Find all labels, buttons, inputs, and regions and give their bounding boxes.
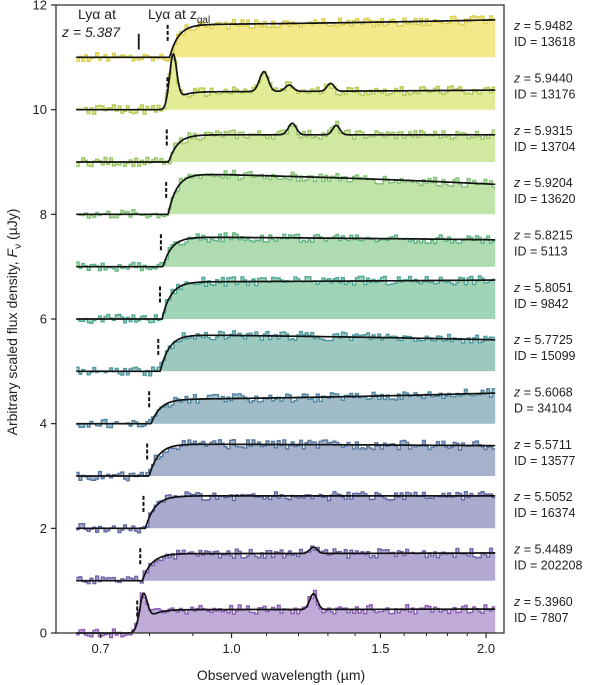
spectrum-model-5 — [76, 236, 496, 268]
y-tick-label: 6 — [40, 312, 47, 327]
spectrum-model-3 — [76, 122, 496, 163]
spectrum-12 — [76, 589, 496, 639]
spectrum-1 — [76, 15, 496, 63]
series-label-10: z = 5.5052 ID = 16374 — [513, 490, 576, 520]
series-label-1: z = 5.9482 ID = 13618 — [513, 19, 576, 49]
spectrum-model-2 — [76, 52, 496, 111]
x-tick-label: 0.7 — [92, 641, 110, 656]
y-tick-label: 4 — [40, 416, 47, 431]
series-z-label: z = 5.7725 — [513, 333, 573, 347]
series-id-label: ID = 16374 — [514, 506, 576, 520]
spectrum-fill-1 — [76, 15, 496, 62]
series-label-11: z = 5.4489 ID = 202208 — [513, 542, 583, 572]
x-tick-label: 2.0 — [477, 641, 495, 656]
spectrum-fill-7 — [76, 330, 496, 376]
series-id-label: ID = 202208 — [514, 558, 583, 572]
y-axis-title-symbol: F — [4, 247, 20, 257]
lya-zgal-text: Lyα at z — [148, 6, 197, 22]
y-axis-title-main: Arbitrary scaled flux density, — [4, 257, 20, 435]
spectrum-model-9 — [76, 443, 496, 477]
series-z-label: z = 5.5711 — [513, 438, 572, 452]
series-label-4: z = 5.9204 ID = 13620 — [513, 176, 576, 206]
series-z-label: z = 5.9204 — [513, 176, 573, 190]
series-z-label: z = 5.3960 — [513, 595, 573, 609]
spectrum-5 — [76, 232, 496, 272]
y-tick-label: 12 — [33, 0, 47, 13]
series-id-label: ID = 13704 — [514, 140, 576, 154]
series-z-label: z = 5.5052 — [513, 490, 573, 504]
spectrum-4 — [76, 169, 496, 219]
x-axis-title: Observed wavelength (µm) — [197, 667, 365, 683]
spectrum-fill-8 — [76, 388, 496, 428]
spectrum-6 — [76, 275, 496, 324]
lya-fixed-annotation: Lyα at z = 5.387 — [61, 6, 121, 40]
series-label-2: z = 5.9440 ID = 13176 — [513, 71, 576, 101]
series-id-label: ID = 13577 — [514, 454, 576, 468]
spectrum-data-4 — [76, 169, 496, 219]
spectrum-model-10 — [76, 495, 496, 530]
series-label-9: z = 5.5711 ID = 13577 — [513, 438, 576, 468]
series-label-7: z = 5.7725 ID = 15099 — [513, 333, 576, 363]
series-id-label: D = 34104 — [514, 401, 572, 415]
spectrum-fill-10 — [76, 491, 496, 533]
series-label-3: z = 5.9315 ID = 13704 — [513, 124, 576, 154]
series-id-label: ID = 7807 — [514, 611, 569, 625]
series-z-label: z = 5.9315 — [513, 124, 573, 138]
series-id-label: ID = 9842 — [514, 297, 569, 311]
lya-zgal-subscript: gal — [197, 15, 210, 26]
spectrum-fill-12 — [76, 590, 496, 638]
series-z-label: z = 5.8215 — [513, 228, 573, 242]
spectrum-10 — [76, 491, 496, 534]
series-label-5: z = 5.8215 ID = 5113 — [513, 228, 573, 258]
series-id-label: ID = 13620 — [514, 192, 576, 206]
series-z-label: z = 5.8051 — [513, 281, 573, 295]
series-id-label: ID = 15099 — [514, 349, 576, 363]
spectrum-fill-11 — [76, 546, 496, 584]
y-axis-title-unit: (µJy) — [4, 209, 20, 244]
y-axis-title: Arbitrary scaled flux density, Fν (µJy) — [4, 209, 24, 436]
spectrum-model-1 — [76, 18, 496, 59]
lya-fixed-line1: Lyα at — [78, 6, 116, 22]
spectrum-11 — [76, 545, 496, 585]
series-z-label: z = 5.4489 — [513, 542, 573, 556]
x-tick-label: 1.5 — [371, 641, 389, 656]
lya-zgal-label: Lyα at zgal — [148, 6, 210, 26]
spectrum-8 — [76, 388, 496, 429]
spectrum-fill-3 — [76, 121, 496, 167]
spectrum-model-11 — [76, 546, 496, 582]
spectrum-fill-6 — [76, 276, 496, 324]
series-z-label: z = 5.9440 — [513, 71, 573, 85]
spectrum-fill-9 — [76, 439, 496, 481]
spectrum-3 — [76, 120, 496, 168]
spectrum-fill-5 — [76, 232, 496, 272]
spectrum-9 — [76, 439, 496, 482]
series-id-label: ID = 5113 — [514, 244, 568, 258]
spectrum-model-8 — [76, 392, 496, 425]
series-label-8: z = 5.6068 D = 34104 — [513, 385, 573, 415]
series-label-6: z = 5.8051 ID = 9842 — [513, 281, 573, 311]
y-tick-label: 0 — [40, 626, 47, 641]
y-axis-title-subscript: ν — [13, 244, 24, 249]
series-label-12: z = 5.3960 ID = 7807 — [513, 595, 573, 625]
spectrum-data-3 — [76, 120, 496, 168]
spectrum-model-7 — [76, 334, 496, 373]
lya-zgal-annotation: Lyα at zgal — [148, 6, 210, 26]
y-tick-label: 10 — [33, 102, 47, 117]
spectrum-2 — [76, 52, 496, 115]
spectrum-model-6 — [76, 279, 496, 320]
spectrum-model-4 — [76, 173, 496, 216]
series-id-label: ID = 13176 — [514, 87, 576, 101]
spectrum-7 — [76, 330, 496, 377]
series-id-label: ID = 13618 — [514, 35, 576, 49]
series-z-label: z = 5.6068 — [513, 385, 573, 399]
y-tick-label: 2 — [40, 521, 47, 536]
spectrum-model-12 — [76, 592, 496, 634]
spectrum-data-5 — [76, 232, 496, 272]
lya-fixed-line2: z = 5.387 — [61, 24, 121, 40]
x-tick-label: 1.0 — [223, 641, 241, 656]
y-tick-label: 8 — [40, 207, 47, 222]
series-z-label: z = 5.9482 — [513, 19, 573, 33]
